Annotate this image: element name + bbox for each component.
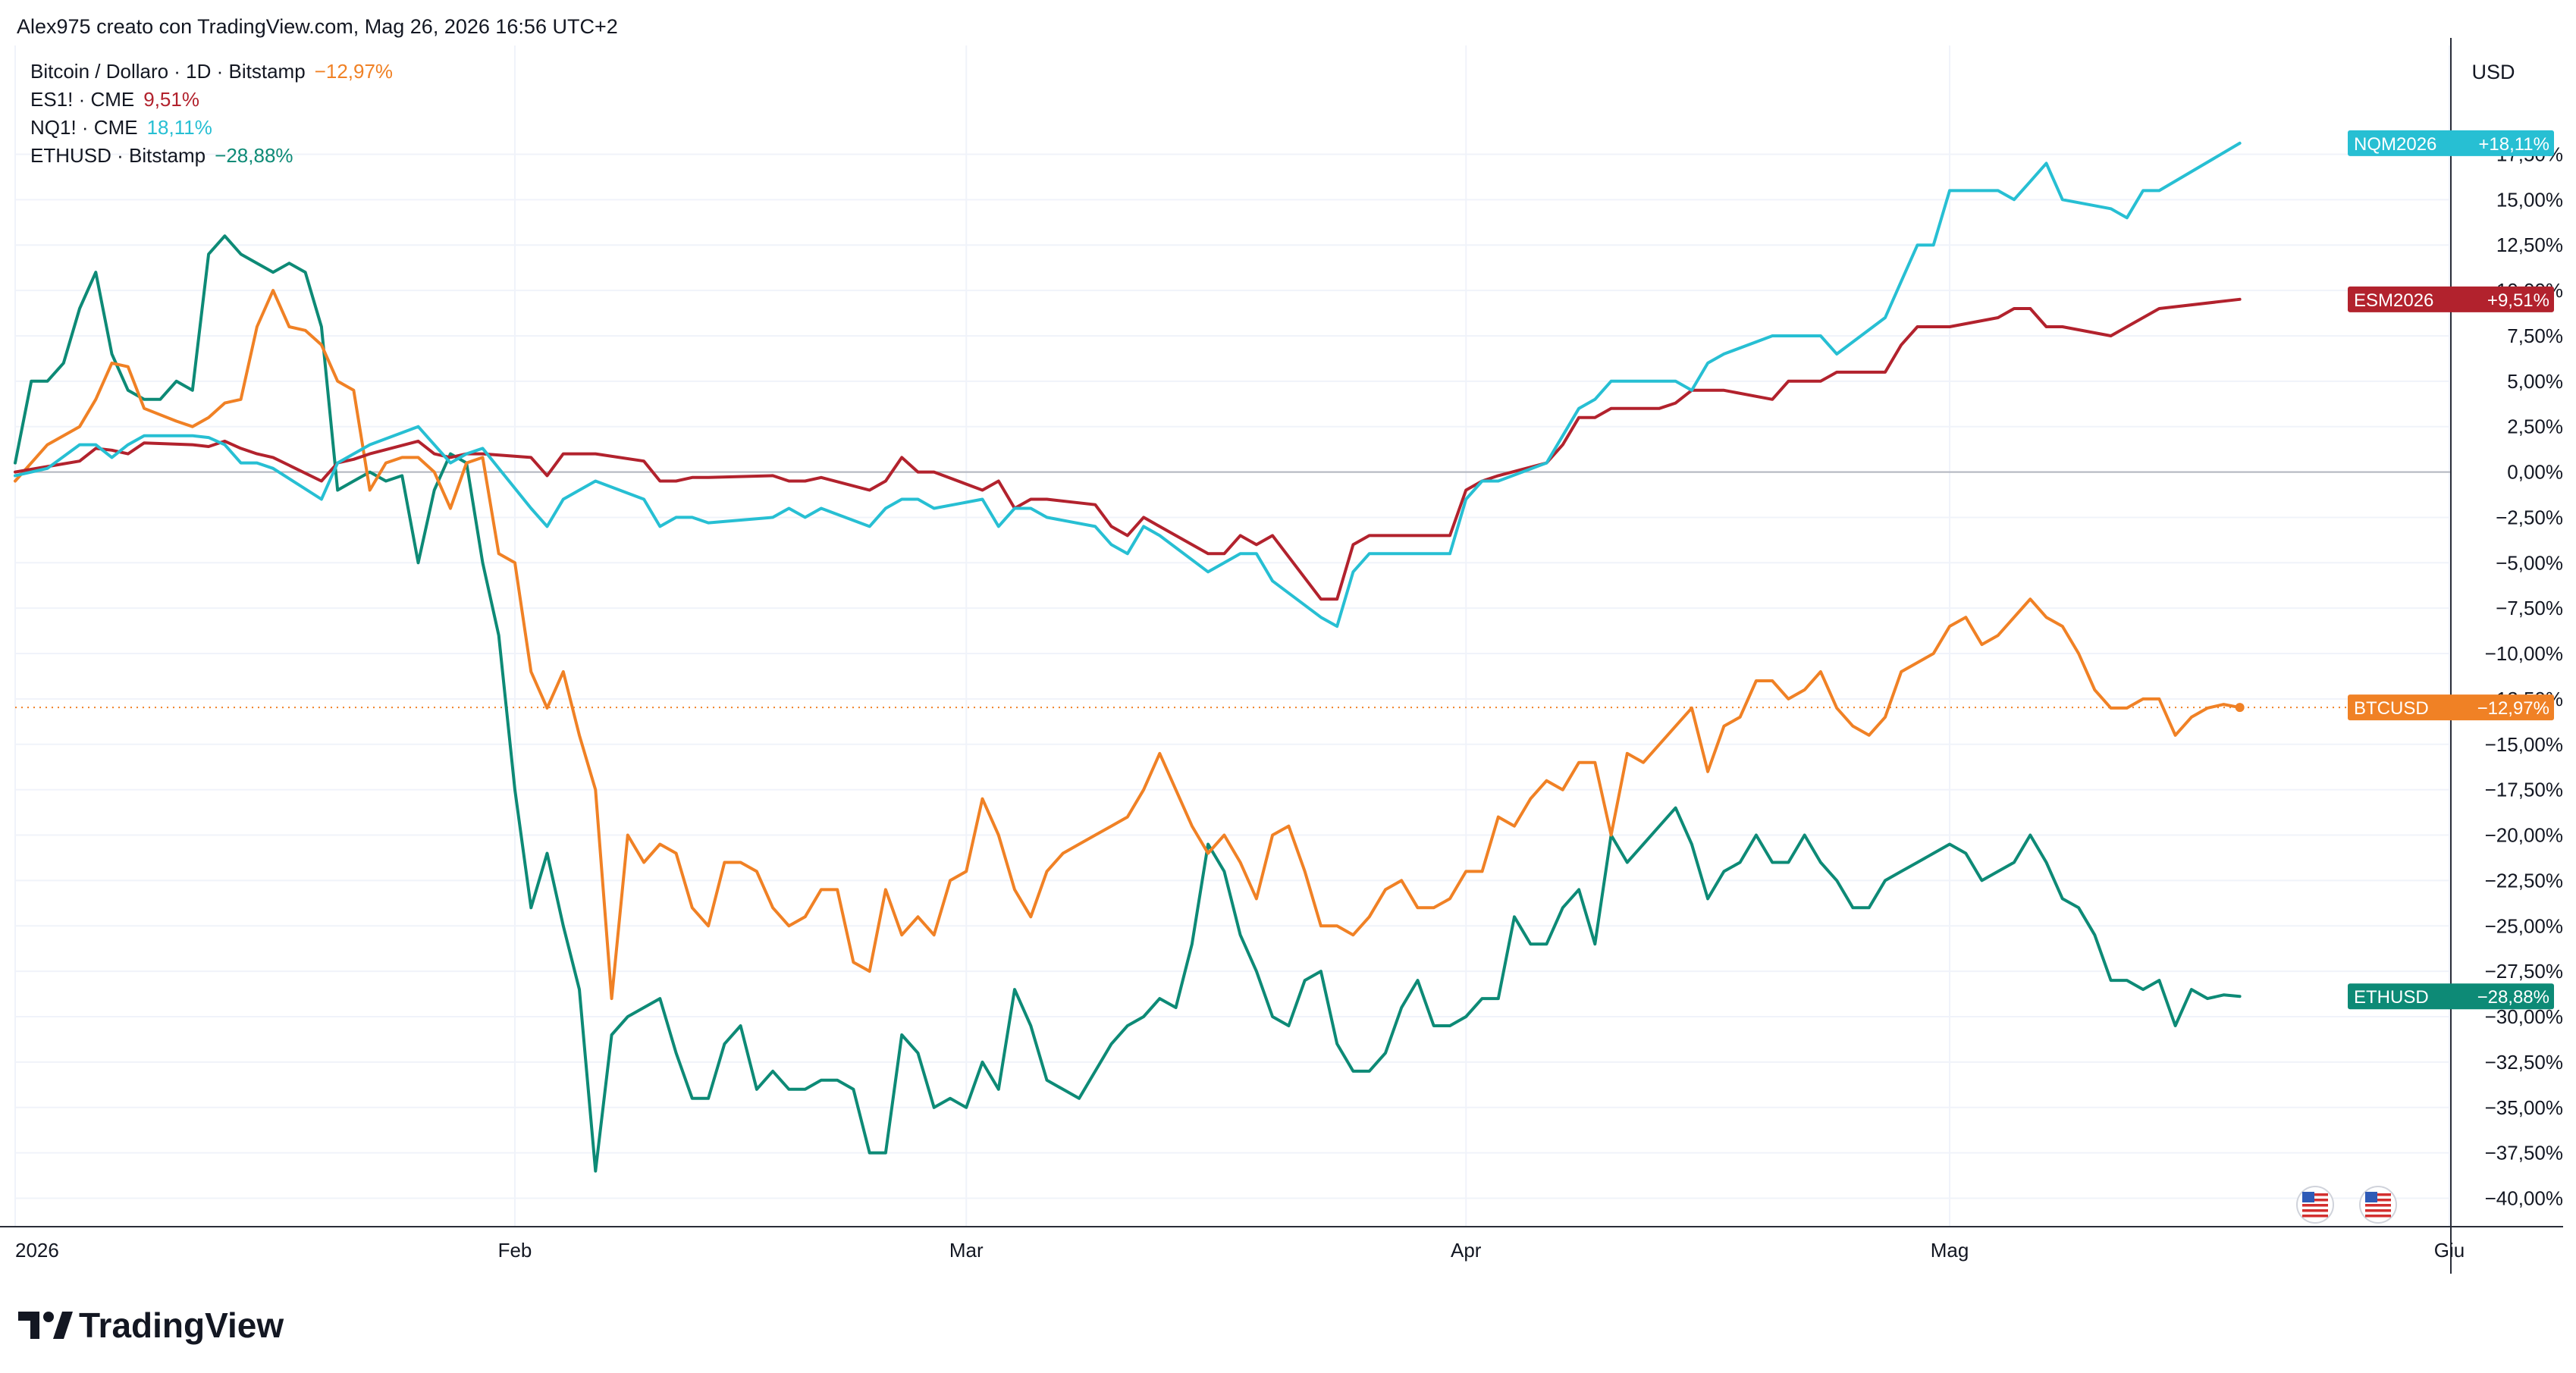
eth-line[interactable]: [14, 234, 2242, 1173]
price-badge-symbol: NQM2026: [2354, 134, 2436, 155]
price-badge-value: −28,88%: [2477, 987, 2549, 1008]
y-tick-label: −5,00%: [2496, 551, 2563, 574]
y-tick-label: 7,50%: [2507, 324, 2563, 347]
price-badge-box: [2348, 694, 2554, 721]
tradingview-logo[interactable]: TradingView: [18, 1306, 284, 1345]
y-tick-label: −10,00%: [2485, 642, 2563, 665]
legend-item-eth[interactable]: ETHUSD · Bitstamp −28,88%: [30, 144, 293, 167]
x-tick-label: Mar: [949, 1239, 984, 1262]
legend-value: −12,97%: [315, 60, 393, 83]
price-badge-symbol: BTCUSD: [2354, 698, 2429, 719]
legend-label: Bitcoin / Dollaro · 1D · Bitstamp: [30, 60, 306, 83]
y-tick-label: −35,00%: [2485, 1096, 2563, 1119]
us-flag-icon[interactable]: [2359, 1186, 2397, 1224]
x-tick-label: Giu: [2434, 1239, 2465, 1262]
legend-value: 18,11%: [147, 116, 212, 139]
y-tick-label: 12,50%: [2496, 234, 2563, 256]
price-badge-symbol: ESM2026: [2354, 290, 2433, 311]
y-tick-label: −2,50%: [2496, 506, 2563, 528]
x-tick-label: Apr: [1451, 1239, 1482, 1262]
price-badge-ethusd[interactable]: ETHUSD −28,88%: [2348, 983, 2554, 1010]
legend-item-nq[interactable]: NQ1! · CME 18,11%: [30, 116, 212, 139]
btc-line[interactable]: [14, 289, 2242, 1001]
tradingview-logo-text: TradingView: [79, 1306, 284, 1345]
legend: Bitcoin / Dollaro · 1D · Bitstamp −12,97%…: [30, 60, 393, 167]
event-markers: [2296, 1186, 2397, 1224]
y-tick-label: 15,00%: [2496, 188, 2563, 211]
currency-label[interactable]: USD: [2471, 61, 2515, 83]
price-badges: NQM2026 +18,11% ESM2026 +9,51% BTCUSD −12,97%…: [2348, 130, 2554, 1010]
legend-item-btc[interactable]: Bitcoin / Dollaro · 1D · Bitstamp −12,97%: [30, 60, 393, 83]
price-badge-box: [2348, 983, 2554, 1010]
zero-line: [15, 471, 2451, 709]
y-tick-label: −25,00%: [2485, 914, 2563, 937]
y-tick-label: −17,50%: [2485, 779, 2563, 801]
y-tick-label: −40,00%: [2485, 1187, 2563, 1210]
price-badge-esm2026[interactable]: ESM2026 +9,51%: [2348, 286, 2554, 312]
legend-label: ES1! · CME: [30, 88, 134, 111]
y-tick-label: −27,50%: [2485, 960, 2563, 983]
tradingview-logo-icon: [18, 1312, 73, 1339]
price-badge-box: [2348, 130, 2554, 156]
price-badge-value: +18,11%: [2478, 134, 2549, 155]
price-badge-nqm2026[interactable]: NQM2026 +18,11%: [2348, 130, 2554, 156]
x-tick-label: 2026: [15, 1239, 59, 1262]
es-line[interactable]: [14, 297, 2242, 601]
btc-last-point: [2235, 703, 2245, 713]
legend-value: 9,51%: [143, 88, 199, 111]
y-tick-label: −32,50%: [2485, 1051, 2563, 1074]
y-tick-label: −7,50%: [2496, 597, 2563, 619]
y-tick-label: −20,00%: [2485, 824, 2563, 847]
legend-item-es[interactable]: ES1! · CME 9,51%: [30, 88, 199, 111]
y-tick-label: −15,00%: [2485, 733, 2563, 756]
y-tick-label: 5,00%: [2507, 370, 2563, 393]
price-badge-btcusd[interactable]: BTCUSD −12,97%: [2348, 694, 2554, 721]
y-tick-label: 0,00%: [2507, 461, 2563, 484]
price-badge-box: [2348, 286, 2554, 312]
x-tick-label: Feb: [498, 1239, 532, 1262]
us-flag-icon[interactable]: [2296, 1186, 2334, 1224]
grid-lines: [14, 45, 2451, 1227]
legend-label: ETHUSD · Bitstamp: [30, 144, 206, 167]
y-tick-label: −37,50%: [2485, 1142, 2563, 1165]
y-tick-label: −22,50%: [2485, 869, 2563, 892]
nq-line[interactable]: [14, 141, 2242, 629]
price-badge-value: +9,51%: [2487, 290, 2549, 311]
legend-label: NQ1! · CME: [30, 116, 138, 139]
attribution-text: Alex975 creato con TradingView.com, Mag …: [17, 15, 618, 38]
legend-value: −28,88%: [215, 144, 293, 167]
price-badge-value: −12,97%: [2477, 698, 2549, 719]
series-lines: [14, 141, 2245, 1173]
y-tick-label: 2,50%: [2507, 415, 2563, 438]
x-tick-label: Mag: [1931, 1239, 1969, 1262]
price-badge-symbol: ETHUSD: [2354, 987, 2429, 1008]
